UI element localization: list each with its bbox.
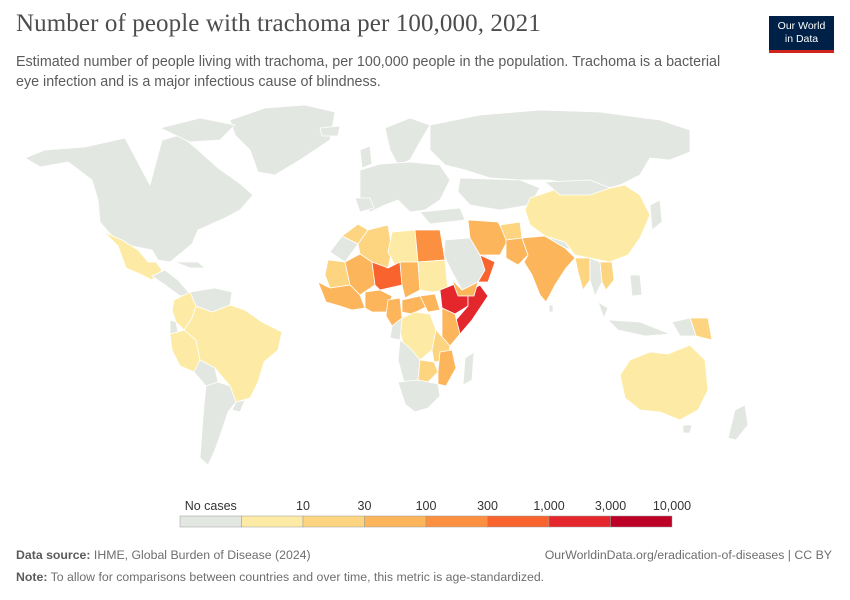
region-uruguay[interactable] — [231, 399, 246, 413]
region-north-america[interactable] — [24, 134, 254, 263]
legend-bin-7[interactable] — [610, 515, 673, 528]
legend-tick-label: 1,000 — [533, 499, 564, 513]
region-myanmar[interactable] — [574, 257, 591, 291]
region-thailand-laos[interactable] — [589, 257, 603, 297]
legend-tick-label: 10,000 — [653, 499, 691, 513]
region-iberia[interactable] — [354, 197, 375, 213]
logo-line-1: Our World — [777, 20, 826, 32]
region-madagascar[interactable] — [462, 351, 475, 386]
region-vietnam[interactable] — [599, 261, 615, 291]
region-libya[interactable] — [387, 229, 419, 266]
legend-bin-5[interactable] — [487, 515, 550, 528]
region-sudan[interactable] — [417, 259, 449, 293]
region-indonesia[interactable] — [607, 319, 671, 337]
region-russia[interactable] — [429, 109, 691, 191]
legend-bin-0[interactable] — [179, 515, 242, 528]
region-egypt[interactable] — [414, 229, 446, 263]
world-map — [24, 104, 749, 466]
region-mongolia[interactable] — [544, 179, 611, 196]
region-zambia[interactable] — [417, 359, 439, 383]
region-scandinavia[interactable] — [384, 117, 431, 166]
legend-tick-label: 30 — [358, 499, 372, 513]
region-kenya[interactable] — [441, 307, 461, 347]
region-mexico[interactable] — [103, 231, 163, 281]
region-pakistan[interactable] — [505, 237, 529, 266]
region-southern-cone[interactable] — [199, 381, 237, 466]
region-greenland[interactable] — [229, 104, 336, 176]
note-label: Note: — [16, 570, 48, 584]
region-chad[interactable] — [399, 261, 421, 299]
region-new-zealand[interactable] — [727, 404, 749, 441]
region-iran[interactable] — [467, 219, 509, 256]
region-malaysia[interactable] — [597, 301, 609, 319]
page-subtitle: Estimated number of people living with t… — [16, 54, 721, 90]
data-source-label: Data source: — [16, 548, 91, 562]
region-sri-lanka[interactable] — [548, 304, 554, 313]
region-south-sudan[interactable] — [419, 293, 441, 313]
region-tasmania[interactable] — [682, 424, 693, 434]
legend-bin-3[interactable] — [364, 515, 427, 528]
region-western-sahara[interactable] — [329, 235, 359, 263]
legend-no-cases-label: No cases — [185, 499, 237, 513]
legend-bin-2[interactable] — [302, 515, 365, 528]
color-legend: No cases 10 30 100 300 1,000 3,000 10,000 — [179, 499, 691, 528]
region-australia[interactable] — [619, 344, 709, 421]
region-central-america[interactable] — [151, 269, 191, 297]
region-philippines[interactable] — [629, 274, 643, 297]
region-oman[interactable] — [477, 254, 496, 283]
region-caribbean[interactable] — [174, 261, 206, 269]
source-url-link[interactable]: OurWorldinData.org/eradication-of-diseas… — [544, 548, 832, 562]
footnote: Note: To allow for comparisons between c… — [16, 570, 544, 584]
legend-tick-label: 3,000 — [595, 499, 626, 513]
region-southern-africa[interactable] — [397, 379, 441, 413]
region-canadian-archipelago[interactable] — [159, 117, 236, 143]
region-new-guinea-west[interactable] — [671, 317, 697, 337]
region-korea-japan[interactable] — [649, 199, 663, 231]
logo-line-2: in Data — [784, 32, 819, 45]
region-china[interactable] — [524, 184, 651, 263]
legend-bin-1[interactable] — [241, 515, 304, 528]
region-turkey[interactable] — [419, 207, 466, 225]
legend-bin-6[interactable] — [548, 515, 611, 528]
legend-tick-label: 100 — [416, 499, 437, 513]
owid-logo[interactable]: Our World in Data — [769, 16, 834, 53]
region-iceland[interactable] — [319, 125, 341, 137]
region-uk[interactable] — [359, 145, 373, 169]
data-source: Data source: IHME, Global Burden of Dise… — [16, 548, 311, 562]
region-mozambique[interactable] — [437, 349, 457, 387]
region-kazakhstan-region[interactable] — [457, 177, 541, 211]
region-somalia[interactable] — [455, 284, 489, 335]
data-source-text: IHME, Global Burden of Disease (2024) — [93, 548, 311, 562]
page-title: Number of people with trachoma per 100,0… — [16, 10, 541, 37]
legend-tick-label: 10 — [296, 499, 310, 513]
region-europe[interactable] — [359, 161, 451, 213]
region-brazil[interactable] — [183, 304, 283, 403]
legend-bin-4[interactable] — [425, 515, 488, 528]
legend-tick-label: 300 — [477, 499, 498, 513]
region-bolivia[interactable] — [193, 359, 219, 387]
note-text: To allow for comparisons between countri… — [50, 570, 545, 584]
region-yemen[interactable] — [451, 279, 479, 297]
region-car[interactable] — [401, 295, 429, 315]
